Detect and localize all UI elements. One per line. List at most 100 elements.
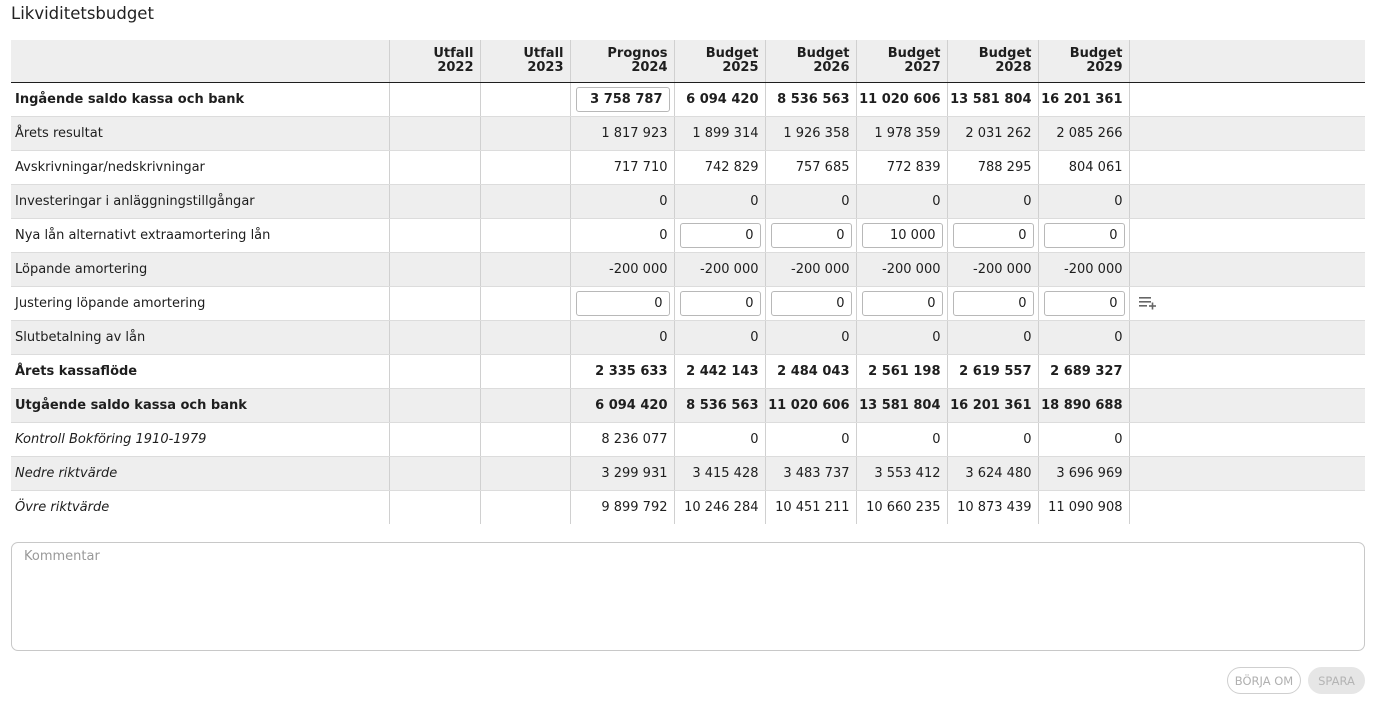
cell-value: 0	[946, 320, 1038, 355]
cell-value: 10 246 284	[673, 490, 765, 524]
amortization-adjustment-input[interactable]	[679, 290, 761, 316]
row-actions	[1128, 422, 1365, 457]
amortization-adjustment-input[interactable]	[575, 290, 670, 316]
cell-value	[479, 422, 570, 457]
column-header: Budget 2028	[946, 40, 1038, 83]
row-label: Slutbetalning av lån	[11, 320, 389, 355]
cell-value	[388, 218, 480, 253]
cell-input-wrap	[855, 286, 947, 321]
cell-value	[479, 387, 570, 423]
table-row: Löpande amortering -200 000 -200 000 -20…	[11, 252, 1365, 287]
playlist-add-icon[interactable]	[1138, 295, 1158, 311]
table-row: Investeringar i anläggningstillgångar 0 …	[11, 184, 1365, 219]
new-loans-input[interactable]	[770, 222, 852, 248]
cell-value	[479, 490, 570, 524]
cell-value: 13 581 804	[855, 387, 947, 423]
row-actions	[1128, 320, 1365, 355]
opening-balance-input[interactable]	[575, 86, 670, 112]
cell-value	[388, 252, 480, 287]
cell-value	[479, 184, 570, 219]
row-actions	[1128, 490, 1365, 524]
cell-value: 2 031 262	[946, 116, 1038, 151]
amortization-adjustment-input[interactable]	[861, 290, 943, 316]
cell-value: 1 817 923	[569, 116, 674, 151]
row-actions	[1128, 184, 1365, 219]
cell-value: 1 978 359	[855, 116, 947, 151]
cell-value	[388, 320, 480, 355]
cell-value	[388, 354, 480, 389]
cell-value: 9 899 792	[569, 490, 674, 524]
header-action-col	[1128, 40, 1365, 83]
comment-field[interactable]	[11, 542, 1365, 651]
restart-button[interactable]: Börja om	[1227, 667, 1301, 694]
row-actions	[1128, 387, 1365, 423]
cell-value	[388, 387, 480, 423]
cell-value: 3 624 480	[946, 456, 1038, 491]
cell-value: 3 553 412	[855, 456, 947, 491]
cell-value: 2 689 327	[1037, 354, 1129, 389]
amortization-adjustment-input[interactable]	[770, 290, 852, 316]
cell-value: 0	[569, 184, 674, 219]
cell-value: 804 061	[1037, 150, 1129, 185]
amortization-adjustment-input[interactable]	[952, 290, 1034, 316]
cell-value: 13 581 804	[946, 82, 1038, 117]
cell-value: 10 451 211	[764, 490, 856, 524]
cell-value: 0	[855, 422, 947, 457]
cell-value: 0	[569, 320, 674, 355]
cell-value: 0	[1037, 422, 1129, 457]
cell-value	[388, 490, 480, 524]
cell-value	[388, 150, 480, 185]
cell-input-wrap	[1037, 286, 1129, 321]
cell-value: 1 926 358	[764, 116, 856, 151]
new-loans-input[interactable]	[1043, 222, 1125, 248]
cell-value: 0	[673, 422, 765, 457]
cell-value: 11 020 606	[764, 387, 856, 423]
cell-value: 3 696 969	[1037, 456, 1129, 491]
cell-value	[388, 422, 480, 457]
page-title: Likviditetsbudget	[11, 4, 154, 23]
cell-value: 757 685	[764, 150, 856, 185]
cell-value: 8 536 563	[673, 387, 765, 423]
table-row: Slutbetalning av lån 0 0 0 0 0 0	[11, 320, 1365, 355]
cell-value: 11 090 908	[1037, 490, 1129, 524]
cell-value: 2 085 266	[1037, 116, 1129, 151]
cell-value: 717 710	[569, 150, 674, 185]
table-row: Nedre riktvärde 3 299 931 3 415 428 3 48…	[11, 456, 1365, 491]
save-button[interactable]: Spara	[1308, 667, 1365, 694]
row-label: Ingående saldo kassa och bank	[11, 82, 389, 117]
cell-value: 0	[855, 184, 947, 219]
cell-value: 2 561 198	[855, 354, 947, 389]
cell-value	[479, 252, 570, 287]
cell-value: 3 483 737	[764, 456, 856, 491]
row-actions	[1128, 252, 1365, 287]
cell-value: 0	[764, 184, 856, 219]
cell-value: -200 000	[764, 252, 856, 287]
cell-input-wrap	[1037, 218, 1129, 253]
cell-value	[479, 456, 570, 491]
cell-value: 0	[946, 422, 1038, 457]
row-label: Avskrivningar/nedskrivningar	[11, 150, 389, 185]
cell-value: 0	[764, 422, 856, 457]
new-loans-input[interactable]	[861, 222, 943, 248]
cell-value: 11 020 606	[855, 82, 947, 117]
cell-value	[388, 456, 480, 491]
new-loans-input[interactable]	[952, 222, 1034, 248]
table-row: Nya lån alternativt extraamortering lån …	[11, 218, 1365, 253]
column-header: Budget 2027	[855, 40, 947, 83]
cell-value	[388, 286, 480, 321]
row-actions	[1128, 82, 1365, 117]
cell-value: 742 829	[673, 150, 765, 185]
column-header: Utfall 2023	[479, 40, 570, 83]
column-header: Budget 2026	[764, 40, 856, 83]
cell-value: 16 201 361	[1037, 82, 1129, 117]
cell-value	[479, 218, 570, 253]
cell-value: 6 094 420	[673, 82, 765, 117]
cell-value: 0	[673, 320, 765, 355]
cell-value: 2 442 143	[673, 354, 765, 389]
row-label: Årets resultat	[11, 116, 389, 151]
cell-value: 772 839	[855, 150, 947, 185]
row-actions	[1128, 354, 1365, 389]
amortization-adjustment-input[interactable]	[1043, 290, 1125, 316]
table-row: Ingående saldo kassa och bank 6 094 420 …	[11, 82, 1365, 117]
new-loans-input[interactable]	[679, 222, 761, 248]
